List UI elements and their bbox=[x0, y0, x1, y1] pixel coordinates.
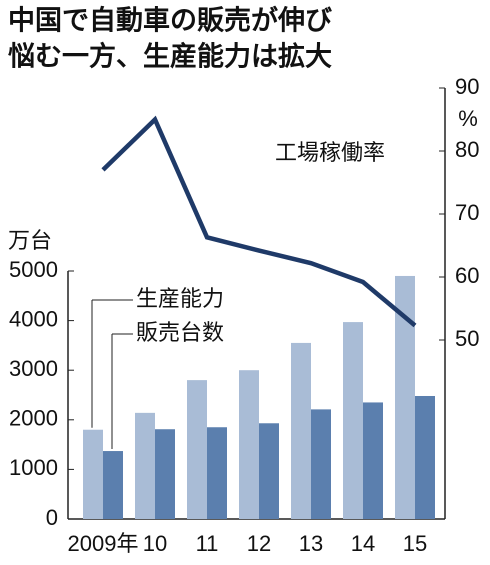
line bbox=[101, 115, 417, 328]
bar bbox=[239, 370, 259, 519]
y2-tick-label: 90 bbox=[455, 74, 479, 99]
y2-axis-label: % bbox=[458, 106, 478, 131]
bar bbox=[343, 322, 363, 519]
y-tick-label: 1000 bbox=[9, 455, 58, 480]
x-tick-label: 12 bbox=[247, 531, 271, 556]
bar bbox=[259, 423, 279, 519]
legend-label: 販売台数 bbox=[136, 321, 224, 346]
line-label: 工場稼働率 bbox=[275, 141, 385, 166]
x-tick-label: 13 bbox=[299, 531, 323, 556]
y2-tick-label: 60 bbox=[455, 263, 479, 288]
bar bbox=[311, 409, 331, 519]
x-tick-label: 14 bbox=[351, 531, 375, 556]
bar bbox=[291, 342, 311, 519]
chart-title: 中国で自動車の販売が伸び bbox=[8, 5, 332, 37]
bar bbox=[135, 412, 155, 519]
chart-title: 悩む一方、生産能力は拡大 bbox=[8, 41, 332, 73]
bar bbox=[187, 380, 207, 519]
y-tick-label: 5000 bbox=[9, 257, 58, 282]
bar bbox=[155, 429, 175, 519]
y2-tick-label: 80 bbox=[455, 137, 479, 162]
y-axis-label: 万台 bbox=[8, 229, 52, 254]
y-tick-label: 0 bbox=[46, 505, 58, 530]
bar bbox=[415, 395, 435, 519]
y-tick-label: 2000 bbox=[9, 406, 58, 431]
bar bbox=[363, 402, 383, 519]
bar bbox=[83, 429, 103, 519]
y-tick-label: 3000 bbox=[9, 356, 58, 381]
bar bbox=[207, 427, 227, 519]
x-tick-label: 11 bbox=[196, 531, 219, 556]
y2-tick-label: 70 bbox=[455, 200, 479, 225]
x-tick-label: 10 bbox=[143, 531, 167, 556]
x-tick-label: 15 bbox=[403, 531, 427, 556]
bar bbox=[103, 451, 123, 519]
x-tick-label: 2009年 bbox=[68, 531, 139, 556]
y2-tick-label: 50 bbox=[455, 326, 479, 351]
bar bbox=[395, 275, 415, 519]
legend-label: 生産能力 bbox=[136, 287, 224, 312]
y-tick-label: 4000 bbox=[9, 306, 58, 331]
